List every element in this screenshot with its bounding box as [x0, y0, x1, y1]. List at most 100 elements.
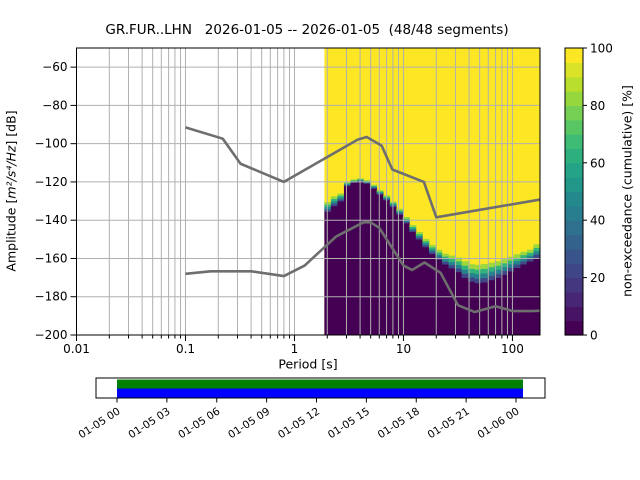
- histogram-column-transition: [526, 255, 534, 259]
- colorbar-band: [565, 48, 583, 63]
- histogram-column-transition: [363, 182, 371, 184]
- histogram-column-transition: [487, 275, 495, 281]
- colorbar-band: [565, 291, 583, 307]
- histogram-column-low: [461, 277, 469, 335]
- histogram-column: [520, 251, 528, 335]
- histogram-column-transition: [396, 210, 404, 212]
- histogram-column-low: [363, 183, 371, 335]
- histogram-column-low: [455, 271, 462, 335]
- histogram-column-transition: [337, 197, 345, 200]
- histogram-column-low: [396, 214, 404, 335]
- histogram-column-transition: [455, 261, 462, 265]
- colorbar-band: [565, 119, 583, 135]
- x-tick-label: 0.01: [63, 342, 90, 356]
- y-tick-label: −180: [35, 290, 68, 304]
- histogram-column: [513, 254, 521, 335]
- histogram-column-transition: [487, 266, 495, 272]
- high-noise-model-line: [185, 126, 541, 219]
- timeline-tick-label: 01-05 12: [276, 405, 322, 441]
- histogram-column-transition: [337, 195, 345, 198]
- colorbar-frame: [564, 47, 584, 336]
- histogram-column-transition: [481, 273, 489, 278]
- histogram-column: [441, 253, 449, 335]
- histogram-column-transition: [468, 277, 476, 282]
- histogram-column-transition: [370, 187, 378, 189]
- colorbar-band: [565, 134, 583, 150]
- histogram-column-transition: [500, 259, 508, 264]
- y-axis-label: Amplitude [m²/s⁴/Hz] [dB]: [4, 110, 19, 271]
- timeline: 01-05 00 01-05 03 01-05 06 01-05 09 01-05 12…: [76, 377, 546, 441]
- histogram-column-transition: [468, 268, 476, 274]
- histogram-column-low: [474, 282, 482, 335]
- histogram-column: [507, 256, 515, 335]
- y-tick-label: −160: [35, 251, 68, 265]
- colorbar-tick-label: 60: [590, 156, 605, 170]
- histogram-column-transition: [448, 258, 456, 263]
- y-axis-label-prefix: Amplitude [: [3, 198, 19, 272]
- histogram-column-transition: [337, 199, 345, 202]
- histogram-column-transition: [461, 273, 469, 278]
- histogram-column-transition: [415, 235, 423, 238]
- histogram-column-transition: [494, 269, 502, 274]
- colorbar-tick-label: 80: [590, 99, 605, 113]
- histogram-column-transition: [402, 216, 410, 219]
- histogram-column: [337, 193, 345, 335]
- colorbar-band: [565, 205, 583, 221]
- histogram-column-transition: [487, 271, 495, 276]
- histogram-column: [533, 244, 541, 335]
- histogram-column-transition: [330, 201, 338, 204]
- y-tick-label: −200: [35, 328, 68, 342]
- colorbar-tick-label: 100: [590, 42, 613, 56]
- low-noise-model-line: [185, 221, 541, 314]
- histogram-column-low: [337, 201, 345, 335]
- timeline-tick-label: 01-06 00: [475, 405, 521, 441]
- x-tick-label: 0.1: [176, 342, 195, 356]
- histogram-column-transition: [526, 252, 534, 256]
- histogram-column: [402, 216, 410, 335]
- histogram-column-transition: [376, 191, 384, 193]
- histogram-column: [343, 181, 351, 335]
- histogram-column-transition: [422, 242, 430, 246]
- histogram-column-transition: [422, 240, 430, 244]
- histogram-column: [409, 224, 417, 335]
- histogram-column: [396, 208, 404, 335]
- histogram-column-transition: [428, 251, 436, 254]
- histogram-column-transition: [415, 232, 423, 235]
- colorbar-band: [565, 220, 583, 236]
- histogram-column-low: [448, 268, 456, 335]
- histogram-column-transition: [422, 244, 430, 248]
- histogram-column-transition: [520, 254, 528, 259]
- histogram-column-transition: [474, 278, 482, 284]
- histogram-column: [481, 264, 489, 335]
- y-tick-label: −60: [42, 60, 67, 74]
- colorbar-band: [565, 277, 583, 293]
- histogram-column-transition: [507, 260, 515, 265]
- histogram-column-transition: [435, 249, 443, 253]
- histogram-column: [324, 202, 332, 335]
- histogram-column-transition: [324, 202, 332, 205]
- x-tick-label: 1: [291, 342, 299, 356]
- histogram-column-transition: [513, 264, 521, 268]
- histogram-column-transition: [396, 213, 404, 215]
- histogram-column-transition: [526, 249, 534, 253]
- histogram-column-transition: [376, 192, 384, 194]
- timeline-tick-label: 01-05 18: [376, 405, 422, 441]
- histogram-column-transition: [520, 261, 528, 265]
- histogram-column-transition: [441, 258, 449, 262]
- histogram-column-transition: [428, 244, 436, 248]
- histogram-column-transition: [468, 272, 476, 278]
- histogram-column-transition: [370, 186, 378, 188]
- histogram-column-transition: [533, 244, 541, 248]
- y-tick-label: −100: [35, 137, 68, 151]
- histogram-column-transition: [376, 193, 384, 195]
- x-axis-label: Period [s]: [278, 356, 338, 372]
- histogram-column-transition: [324, 206, 332, 210]
- histogram-column-transition: [494, 261, 502, 266]
- x-tick-label: 10: [396, 342, 411, 356]
- histogram-column: [448, 255, 456, 335]
- histogram-column: [370, 184, 378, 335]
- histogram-column-low: [370, 188, 378, 335]
- histogram-column-transition: [396, 208, 404, 211]
- histogram-column-transition: [350, 179, 358, 181]
- histogram-column-transition: [343, 181, 351, 184]
